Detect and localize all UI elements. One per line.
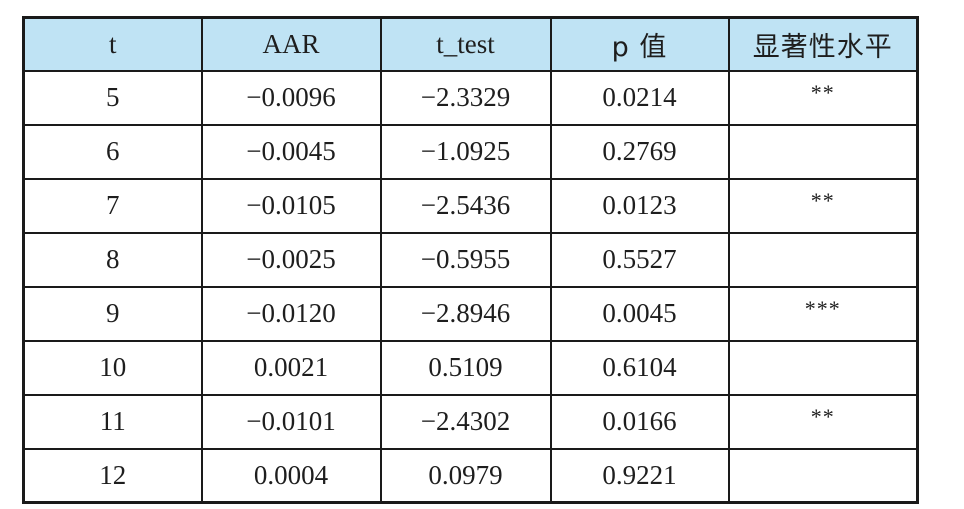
cell-t-test: 0.5109 [379,339,552,396]
cell-p-value: 0.2769 [549,123,730,180]
header-p-value: p 值 [549,16,730,72]
cell-t: 11 [22,393,203,450]
cell-significance: ** [727,69,919,126]
cell-t-test: −2.5436 [379,177,552,234]
cell-p-value: 0.0045 [549,285,730,342]
cell-significance: ** [727,177,919,234]
cell-significance [727,339,919,396]
cell-p-value: 0.9221 [549,447,730,504]
cell-t: 7 [22,177,203,234]
cell-t-test: −2.4302 [379,393,552,450]
cell-t-test: −0.5955 [379,231,552,288]
table-row: 7 −0.0105 −2.5436 0.0123 ** [22,177,919,234]
cell-aar: −0.0120 [200,285,382,342]
header-t: t [22,16,203,72]
cell-significance: ** [727,393,919,450]
cell-p-value: 0.5527 [549,231,730,288]
cell-aar: −0.0025 [200,231,382,288]
header-row: t AAR t_test p 值 显著性水平 [22,16,919,72]
cell-t-test: −2.3329 [379,69,552,126]
table-container: t AAR t_test p 值 显著性水平 5 −0.0096 −2.3329… [22,16,919,504]
cell-aar: −0.0096 [200,69,382,126]
cell-significance [727,447,919,504]
cell-significance [727,231,919,288]
cell-p-value: 0.6104 [549,339,730,396]
cell-aar: −0.0045 [200,123,382,180]
cell-aar: −0.0105 [200,177,382,234]
header-t-test: t_test [379,16,552,72]
table-row: 11 −0.0101 −2.4302 0.0166 ** [22,393,919,450]
table-row: 12 0.0004 0.0979 0.9221 [22,447,919,504]
cell-significance: *** [727,285,919,342]
cell-t: 12 [22,447,203,504]
cell-aar: 0.0004 [200,447,382,504]
significance-stars: *** [804,296,841,321]
cell-t: 6 [22,123,203,180]
header-aar: AAR [200,16,382,72]
cell-significance [727,123,919,180]
table-row: 10 0.0021 0.5109 0.6104 [22,339,919,396]
cell-p-value: 0.0214 [549,69,730,126]
significance-stars: ** [810,80,835,105]
cell-t: 8 [22,231,203,288]
significance-stars: ** [810,404,835,429]
cell-t-test: −1.0925 [379,123,552,180]
cell-t: 5 [22,69,203,126]
significance-stars: ** [810,188,835,213]
cell-t-test: −2.8946 [379,285,552,342]
statistics-table: t AAR t_test p 值 显著性水平 5 −0.0096 −2.3329… [22,16,919,504]
cell-t: 10 [22,339,203,396]
cell-aar: −0.0101 [200,393,382,450]
cell-t-test: 0.0979 [379,447,552,504]
cell-t: 9 [22,285,203,342]
cell-p-value: 0.0166 [549,393,730,450]
header-significance-level: 显著性水平 [727,16,919,72]
table-row: 6 −0.0045 −1.0925 0.2769 [22,123,919,180]
cell-aar: 0.0021 [200,339,382,396]
table-row: 5 −0.0096 −2.3329 0.0214 ** [22,69,919,126]
cell-p-value: 0.0123 [549,177,730,234]
table-row: 9 −0.0120 −2.8946 0.0045 *** [22,285,919,342]
table-row: 8 −0.0025 −0.5955 0.5527 [22,231,919,288]
